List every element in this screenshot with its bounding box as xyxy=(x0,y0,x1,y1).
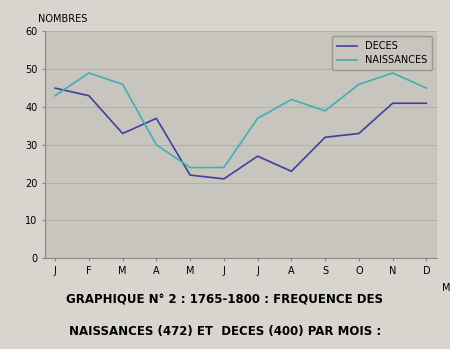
Legend: DECES, NAISSANCES: DECES, NAISSANCES xyxy=(333,36,432,70)
Text: NOMBRES: NOMBRES xyxy=(38,14,88,24)
Text: GRAPHIQUE N° 2 : 1765-1800 : FREQUENCE DES: GRAPHIQUE N° 2 : 1765-1800 : FREQUENCE D… xyxy=(67,294,383,307)
Text: NAISSANCES (472) ET  DECES (400) PAR MOIS :: NAISSANCES (472) ET DECES (400) PAR MOIS… xyxy=(69,325,381,338)
Text: MOIS: MOIS xyxy=(441,283,450,293)
